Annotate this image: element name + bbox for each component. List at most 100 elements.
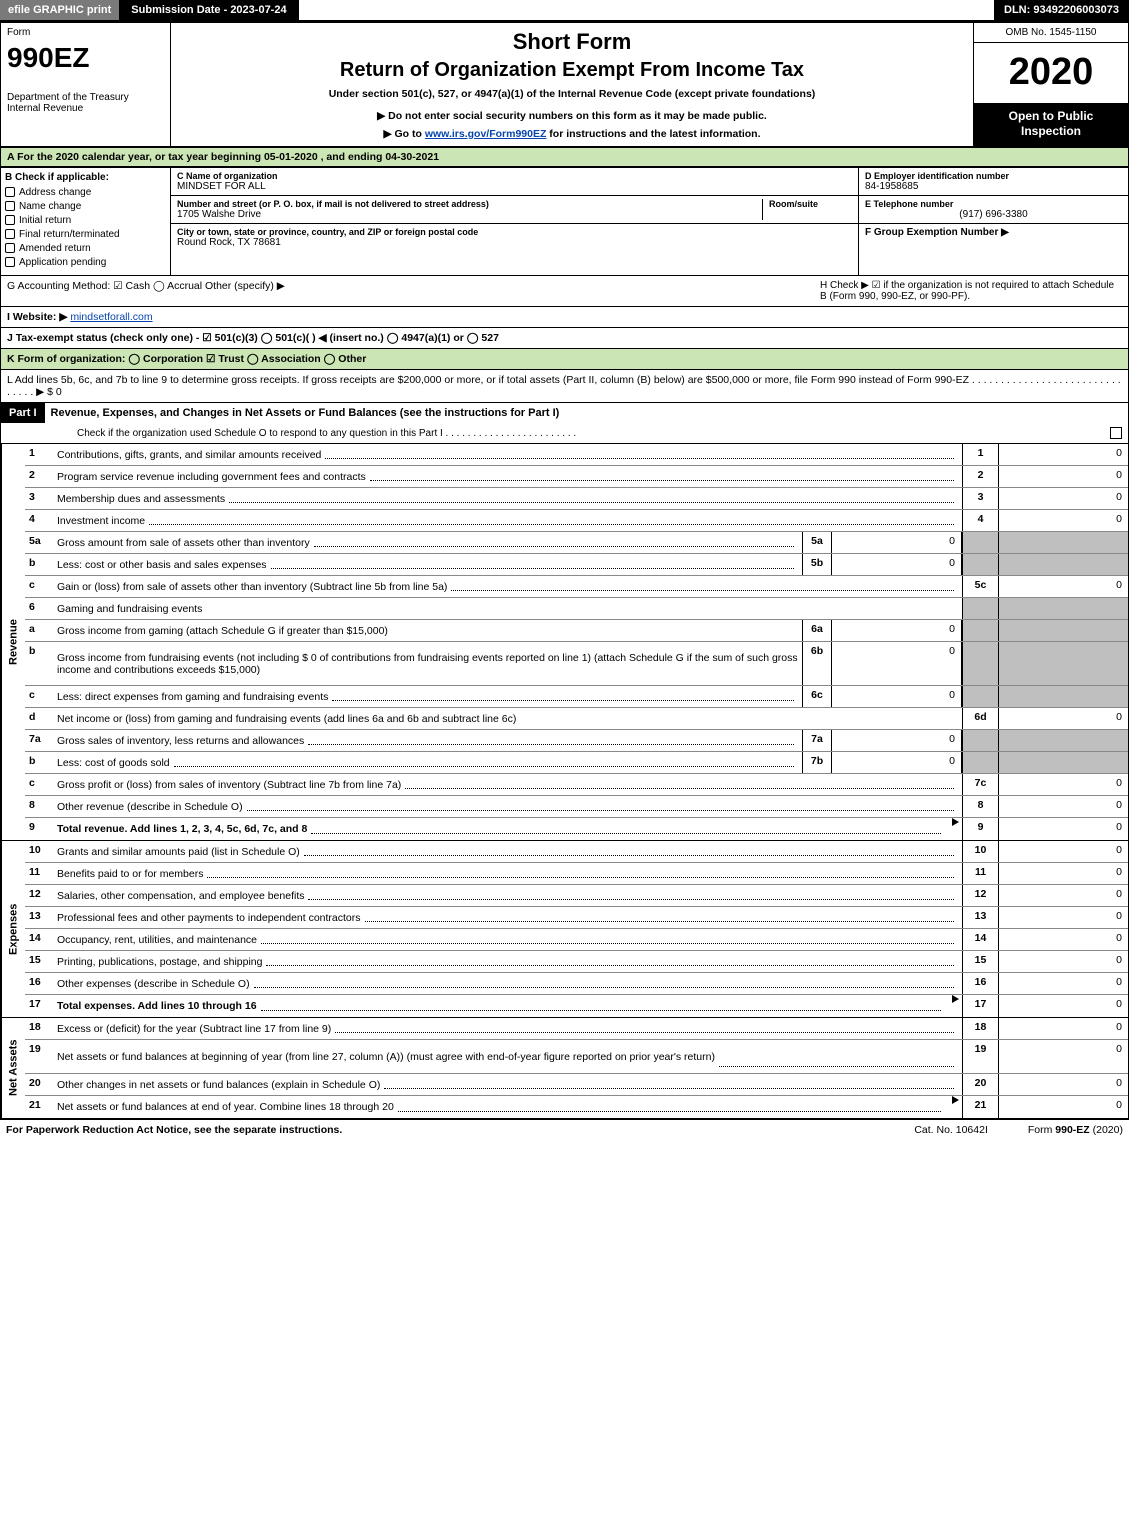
submission-date-label: Submission Date - 2023-07-24 [119, 0, 298, 20]
line-num: 18 [25, 1018, 53, 1039]
tax-year: 2020 [974, 43, 1128, 103]
line-desc-bold: Total expenses. Add lines 10 through 16 [57, 1000, 257, 1012]
line-value-grey [998, 532, 1128, 553]
line-num: 10 [25, 841, 53, 862]
line-value: 0 [998, 863, 1128, 884]
box-b: B Check if applicable: Address change Na… [1, 168, 171, 275]
line-21: 21Net assets or fund balances at end of … [25, 1096, 1128, 1118]
line-value: 0 [998, 510, 1128, 531]
chk-amended-return[interactable]: Amended return [5, 243, 166, 254]
line-col: 8 [962, 796, 998, 817]
return-title: Return of Organization Exempt From Incom… [181, 59, 963, 82]
line-desc: Printing, publications, postage, and shi… [53, 951, 962, 972]
form-identity: Form 990EZ Department of the Treasury In… [1, 23, 171, 146]
line-num: b [25, 554, 53, 575]
line-subvalue: 0 [832, 752, 962, 773]
line-6c: cLess: direct expenses from gaming and f… [25, 686, 1128, 708]
line-value: 0 [998, 444, 1128, 465]
chk-label: Address change [19, 187, 91, 198]
line-num: 2 [25, 466, 53, 487]
form-header: Form 990EZ Department of the Treasury In… [0, 22, 1129, 147]
line-15: 15Printing, publications, postage, and s… [25, 951, 1128, 973]
website-link[interactable]: mindsetforall.com [70, 311, 152, 323]
d-label: D Employer identification number [865, 171, 1122, 181]
chk-initial-return[interactable]: Initial return [5, 215, 166, 226]
arrow-icon [952, 995, 959, 1003]
info-grid: B Check if applicable: Address change Na… [0, 167, 1129, 276]
line-19: 19Net assets or fund balances at beginni… [25, 1040, 1128, 1074]
line-subvalue: 0 [832, 642, 962, 685]
net-assets-table: Net Assets 18Excess or (deficit) for the… [0, 1018, 1129, 1119]
line-desc: Grants and similar amounts paid (list in… [53, 841, 962, 862]
chk-label: Name change [19, 201, 81, 212]
line-sub: 7a [802, 730, 832, 751]
dept-irs: Internal Revenue [7, 103, 164, 114]
line-col-grey [962, 620, 998, 641]
line-subvalue: 0 [832, 686, 962, 707]
line-subvalue: 0 [832, 730, 962, 751]
f-label: F Group Exemption Number ▶ [865, 227, 1122, 238]
line-num: 15 [25, 951, 53, 972]
line-num: 1 [25, 444, 53, 465]
line-desc: Net assets or fund balances at beginning… [53, 1040, 962, 1073]
line-5b: bLess: cost or other basis and sales exp… [25, 554, 1128, 576]
revenue-side-label: Revenue [1, 444, 25, 840]
line-desc-bold: Total revenue. Add lines 1, 2, 3, 4, 5c,… [57, 823, 307, 835]
line-col: 2 [962, 466, 998, 487]
line-6a: aGross income from gaming (attach Schedu… [25, 620, 1128, 642]
line-desc: Professional fees and other payments to … [53, 907, 962, 928]
line-1: 1Contributions, gifts, grants, and simil… [25, 444, 1128, 466]
dept-treasury: Department of the Treasury [7, 92, 164, 103]
checkbox-icon [5, 215, 15, 225]
line-num: 9 [25, 818, 53, 840]
line-11: 11Benefits paid to or for members110 [25, 863, 1128, 885]
group-exemption-cell: F Group Exemption Number ▶ [859, 224, 1128, 241]
line-sub: 6c [802, 686, 832, 707]
line-desc: Other expenses (describe in Schedule O) [53, 973, 962, 994]
line-col-grey [962, 686, 998, 707]
line-col: 21 [962, 1096, 998, 1118]
expenses-side-label: Expenses [1, 841, 25, 1017]
line-sub: 6a [802, 620, 832, 641]
line-num: a [25, 620, 53, 641]
row-a-tax-year: A For the 2020 calendar year, or tax yea… [0, 147, 1129, 167]
chk-application-pending[interactable]: Application pending [5, 257, 166, 268]
checkbox-icon [5, 257, 15, 267]
line-col: 19 [962, 1040, 998, 1073]
line-value: 0 [998, 951, 1128, 972]
efile-print-label[interactable]: efile GRAPHIC print [0, 0, 119, 20]
ssn-warning: ▶ Do not enter social security numbers o… [181, 110, 963, 122]
street-label: Number and street (or P. O. box, if mail… [177, 199, 762, 209]
line-desc: Program service revenue including govern… [53, 466, 962, 487]
dln-label: DLN: 93492206003073 [994, 0, 1129, 20]
checkbox-icon[interactable] [1110, 427, 1122, 439]
chk-address-change[interactable]: Address change [5, 187, 166, 198]
line-num: 16 [25, 973, 53, 994]
line-col-grey [962, 642, 998, 685]
line-value: 0 [998, 885, 1128, 906]
line-sub: 6b [802, 642, 832, 685]
line-desc: Other changes in net assets or fund bala… [53, 1074, 962, 1095]
expenses-table: Expenses 10Grants and similar amounts pa… [0, 841, 1129, 1018]
goto-link[interactable]: www.irs.gov/Form990EZ [425, 128, 547, 140]
schedule-b-check: H Check ▶ ☑ if the organization is not r… [812, 280, 1122, 302]
line-col: 9 [962, 818, 998, 840]
phone-value: (917) 696-3380 [865, 209, 1122, 220]
revenue-table: Revenue 1Contributions, gifts, grants, a… [0, 444, 1129, 841]
line-col-grey [962, 752, 998, 773]
chk-name-change[interactable]: Name change [5, 201, 166, 212]
line-num: 3 [25, 488, 53, 509]
part1-check-text: Check if the organization used Schedule … [7, 428, 1104, 439]
line-value-grey [998, 642, 1128, 685]
chk-final-return[interactable]: Final return/terminated [5, 229, 166, 240]
line-6: 6Gaming and fundraising events [25, 598, 1128, 620]
line-num: 5a [25, 532, 53, 553]
part1-schedule-o-check: Check if the organization used Schedule … [1, 423, 1128, 443]
line-5c: cGain or (loss) from sale of assets othe… [25, 576, 1128, 598]
line-5a: 5aGross amount from sale of assets other… [25, 532, 1128, 554]
line-num: c [25, 686, 53, 707]
checkbox-icon [5, 187, 15, 197]
row-l-gross-receipts: L Add lines 5b, 6c, and 7b to line 9 to … [0, 370, 1129, 403]
goto-suffix: for instructions and the latest informat… [546, 128, 760, 140]
line-num: 20 [25, 1074, 53, 1095]
